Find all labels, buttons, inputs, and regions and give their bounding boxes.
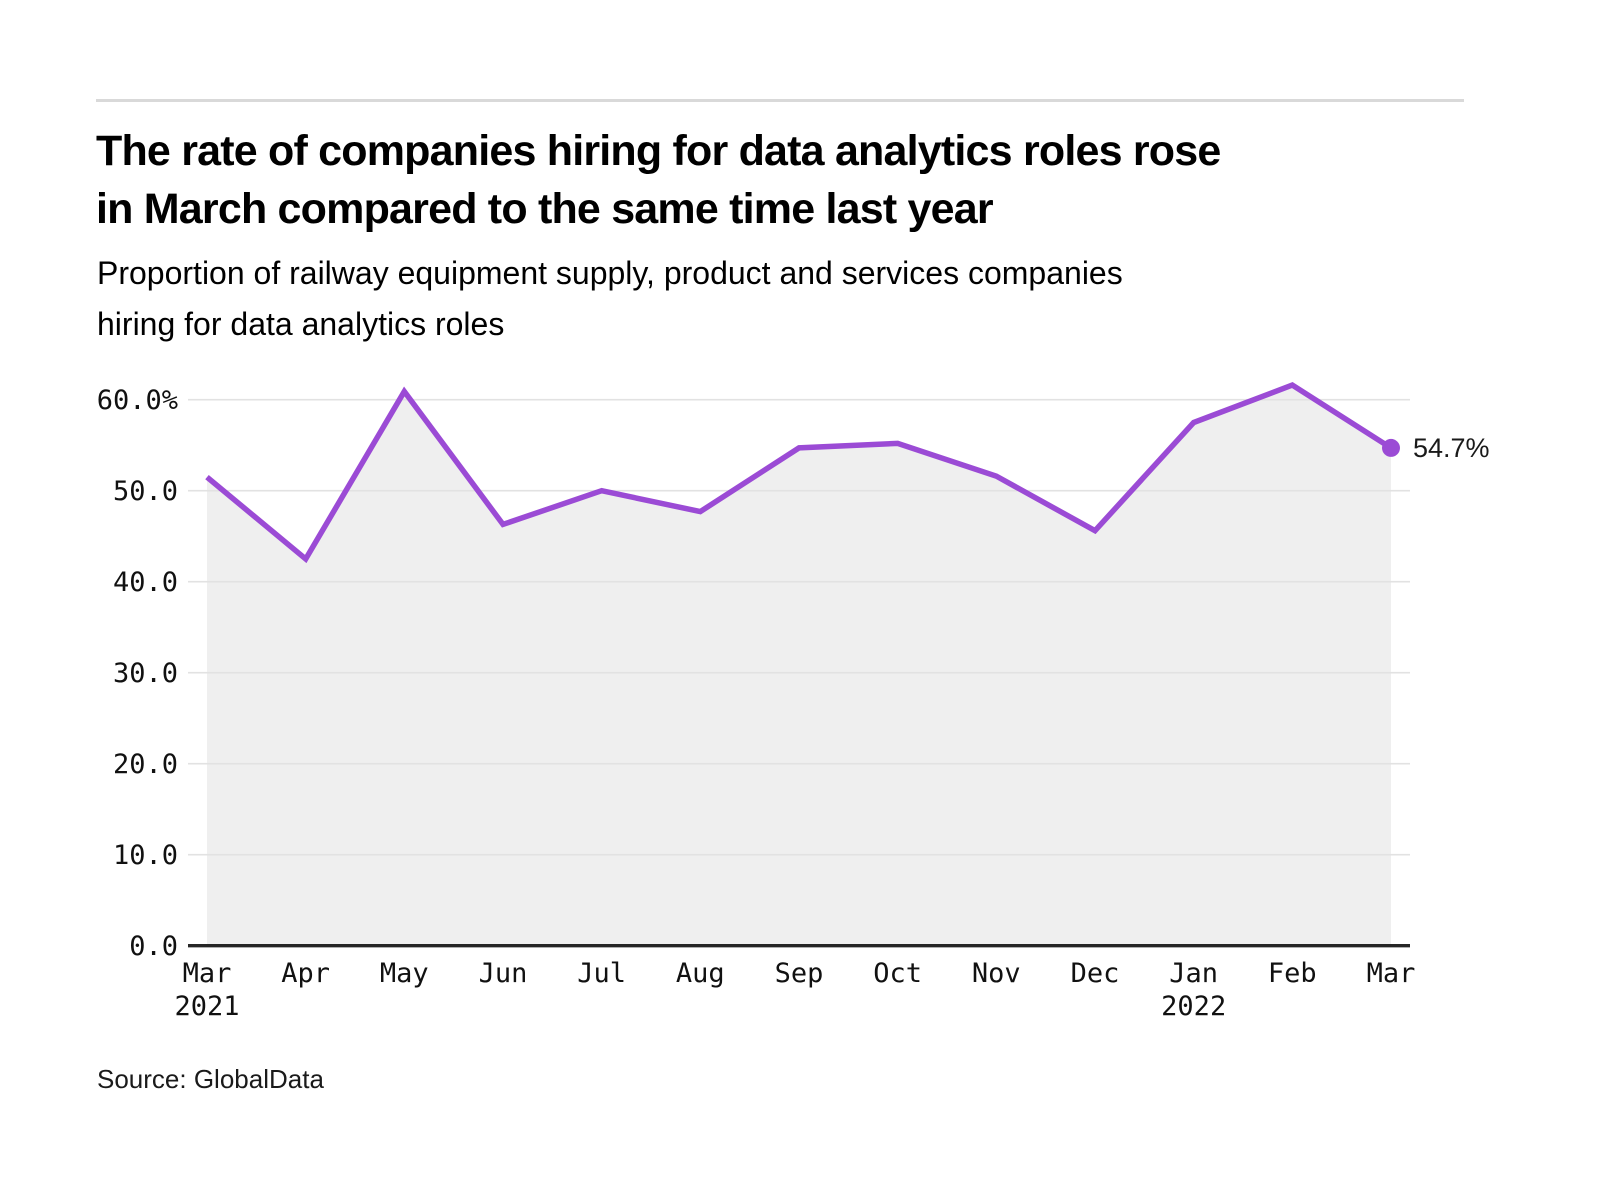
x-tick-label: Mar — [183, 958, 232, 989]
x-tick-label: Sep — [775, 958, 824, 989]
x-tick-label: Jan — [1169, 958, 1218, 989]
y-tick-label: 40.0 — [113, 567, 178, 598]
end-point-dot — [1382, 438, 1400, 457]
chart-title-line2: in March compared to the same time last … — [96, 185, 994, 233]
y-tick-label: 60.0% — [97, 385, 178, 416]
y-tick-label: 30.0 — [113, 658, 178, 689]
x-tick-label: Apr — [281, 958, 330, 989]
x-tick-label: Feb — [1268, 958, 1317, 989]
x-tick-sublabel: 2021 — [174, 991, 239, 1018]
x-tick-label: Aug — [676, 958, 725, 989]
line-chart-svg: 0.0 10.0 20.0 30.0 40.0 50.0 60.0% 54.7% Mar Apr M… — [97, 382, 1490, 1018]
y-tick-label: 10.0 — [113, 840, 178, 871]
x-tick-label: Dec — [1071, 958, 1120, 989]
y-tick-label: 50.0 — [113, 476, 178, 507]
area-fill — [207, 385, 1391, 946]
chart-subtitle-line2: hiring for data analytics roles — [97, 306, 505, 342]
chart-subtitle-line1: Proportion of railway equipment supply, … — [97, 255, 1123, 291]
chart-title-line1: The rate of companies hiring for data an… — [96, 127, 1221, 175]
x-tick-label: Nov — [972, 958, 1021, 989]
data-line — [205, 382, 1393, 564]
chart-title: The rate of companies hiring for data an… — [96, 122, 1221, 238]
y-tick-label: 0.0 — [129, 931, 178, 962]
header-divider — [96, 99, 1464, 102]
x-tick-label: Jun — [479, 958, 528, 989]
x-tick-label: Oct — [873, 958, 922, 989]
end-value-label: 54.7% — [1413, 433, 1490, 463]
x-tick-label: Mar — [1367, 958, 1416, 989]
line-chart: 0.0 10.0 20.0 30.0 40.0 50.0 60.0% 54.7% Mar Apr M… — [0, 358, 1600, 1018]
y-tick-label: 20.0 — [113, 749, 178, 780]
x-tick-label: May — [380, 958, 429, 989]
source-note: Source: GlobalData — [97, 1064, 324, 1094]
x-tick-sublabel: 2022 — [1161, 991, 1226, 1018]
chart-subtitle: Proportion of railway equipment supply, … — [97, 248, 1123, 350]
x-tick-label: Jul — [577, 958, 626, 989]
